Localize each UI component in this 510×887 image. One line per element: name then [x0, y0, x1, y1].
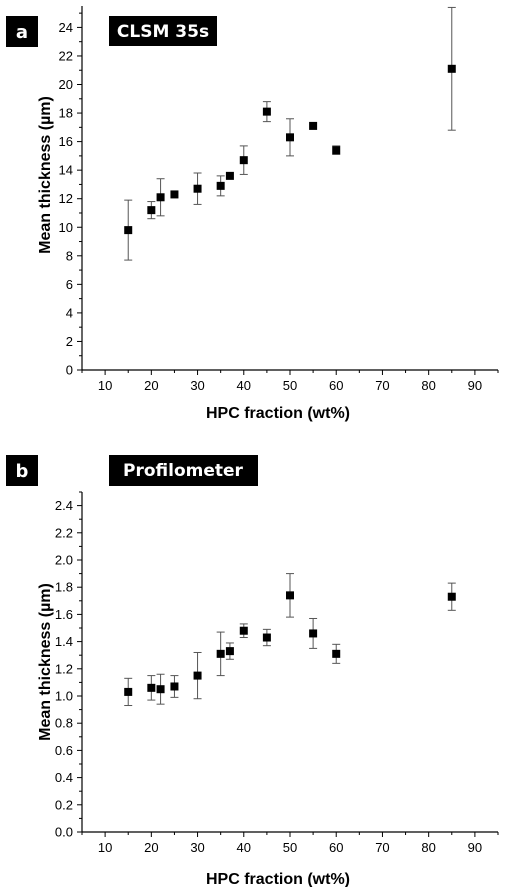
panel-b-y-tick-label: 1.0: [55, 689, 73, 704]
panel-b-x-tick-label: 30: [190, 840, 204, 855]
panel-b-x-tick-label: 40: [237, 840, 251, 855]
panel-a-data-point: [193, 184, 202, 193]
panel-a-data-point: [170, 190, 179, 199]
panel-b-y-tick-label: 1.8: [55, 580, 73, 595]
panel-a-x-tick-label: 30: [190, 378, 204, 393]
panel-a-x-tick-label: 60: [329, 378, 343, 393]
panel-a-x-tick-label: 90: [468, 378, 482, 393]
panel-a-data-point: [447, 64, 456, 73]
panel-a-title-box: [109, 16, 217, 46]
panel-b-x-tick-label: 20: [144, 840, 158, 855]
panel-a-y-tick-label: 22: [59, 48, 73, 63]
panel-a-y-tick-label: 4: [66, 305, 73, 320]
panel-a-x-tick-label: 40: [237, 378, 251, 393]
panel-b-y-tick-label: 2.0: [55, 553, 73, 568]
panel-b-data-point: [447, 592, 456, 601]
panel-a-y-tick-label: 8: [66, 248, 73, 263]
panel-b-y-axis-label: Mean thickness (µm): [37, 583, 54, 741]
panel-b-y-tick-label: 1.2: [55, 661, 73, 676]
panel-a-data-point: [156, 193, 165, 202]
panel-b-y-tick-label: 0.4: [55, 770, 73, 785]
panel-b-y-tick-label: 2.2: [55, 525, 73, 540]
panel-b-title: Profilometer: [123, 461, 244, 481]
panel-b-letter: b: [16, 461, 29, 482]
panel-b-data-point: [216, 649, 225, 658]
panel-b-data-point: [286, 591, 294, 600]
panel-b-x-tick-label: 80: [421, 840, 435, 855]
panel-a-y-tick-label: 24: [59, 20, 73, 35]
panel-a-x-tick-label: 70: [375, 378, 389, 393]
panel-b-x-tick-label: 60: [329, 840, 343, 855]
panel-a-data-point: [332, 146, 341, 155]
panel-a-y-tick-label: 0: [66, 363, 73, 378]
panel-b-x-axis-label: HPC fraction (wt%): [206, 871, 350, 887]
plot-area-a: 10 20 30 40 50 60 70 80 90024681012141618202224H…: [37, 6, 499, 422]
panel-a-y-tick-label: 2: [66, 334, 73, 349]
panel-b-data-point: [309, 629, 318, 638]
panel-a-letter-box: [6, 16, 38, 47]
panel-a-y-tick-label: 16: [59, 134, 73, 149]
panel-b-y-tick-label: 1.4: [55, 634, 73, 649]
panel-a: a CLSM 35s 10 20 30 40 50 60 70 80 9002468101214…: [6, 6, 499, 422]
panel-b-data-point: [147, 683, 156, 692]
panel-a-y-tick-label: 20: [59, 77, 73, 92]
panel-b-title-box: [109, 455, 258, 486]
panel-b-y-tick-label: 0.0: [55, 825, 73, 840]
panel-a-data-point: [124, 226, 133, 235]
panel-a-data-point: [286, 133, 294, 142]
panel-a-x-axis-label: HPC fraction (wt%): [206, 405, 350, 422]
panel-a-x-tick-label: 10: [98, 378, 112, 393]
panel-a-data-point: [239, 156, 248, 165]
panel-b-data-point: [170, 682, 179, 691]
panel-b-y-tick-label: 0.6: [55, 743, 73, 758]
panel-a-y-tick-label: 12: [59, 191, 73, 206]
panel-b-data-point: [262, 633, 271, 642]
panel-a-letter: a: [16, 22, 28, 43]
panel-a-y-axis-label: Mean thickness (µm): [37, 96, 54, 254]
panel-b-data-point: [124, 687, 133, 696]
plot-area-b: 10 20 30 40 50 60 70 80 90 0.0 0.2 0.4 0.6 0.8 1.0 1.2 1…: [37, 491, 499, 887]
panel-a-x-tick-label: 50: [283, 378, 297, 393]
panel-b-data-point: [193, 671, 202, 680]
panel-b-y-tick-label: 0.2: [55, 797, 73, 812]
panel-a-data-point: [147, 206, 156, 215]
panel-a-title: CLSM 35s: [117, 22, 209, 42]
panel-a-y-tick-label: 10: [59, 220, 73, 235]
panel-b-x-tick-label: 90: [468, 840, 482, 855]
panel-b-data-point: [239, 626, 248, 635]
panel-b-data-point: [332, 649, 341, 658]
panel-a-y-tick-label: 14: [59, 163, 73, 178]
panel-a-y-tick-label: 6: [66, 277, 73, 292]
panel-a-x-tick-label: 20: [144, 378, 158, 393]
panel-a-x-tick-label: 80: [421, 378, 435, 393]
panel-b-data-point: [225, 647, 234, 656]
panel-a-data-point: [262, 107, 271, 116]
panel-b-x-tick-label: 70: [375, 840, 389, 855]
panel-b-letter-box: [6, 455, 38, 486]
panel-b-data-point: [156, 685, 165, 694]
panel-b-y-tick-label: 2.4: [55, 498, 73, 513]
panel-a-data-point: [309, 121, 318, 130]
panel-a-data-point: [225, 171, 234, 180]
panel-b: b Profilometer 10 20 30 40 50 60 70 80 90 0.0 0.2 0…: [6, 455, 499, 887]
panel-b-y-tick-label: 1.6: [55, 607, 73, 622]
panel-b-x-tick-label: 10: [98, 840, 112, 855]
panel-a-data-point: [216, 181, 225, 190]
panel-a-y-tick-label: 18: [59, 106, 73, 121]
panel-b-x-tick-label: 50: [283, 840, 297, 855]
panel-b-y-tick-label: 0.8: [55, 716, 73, 731]
